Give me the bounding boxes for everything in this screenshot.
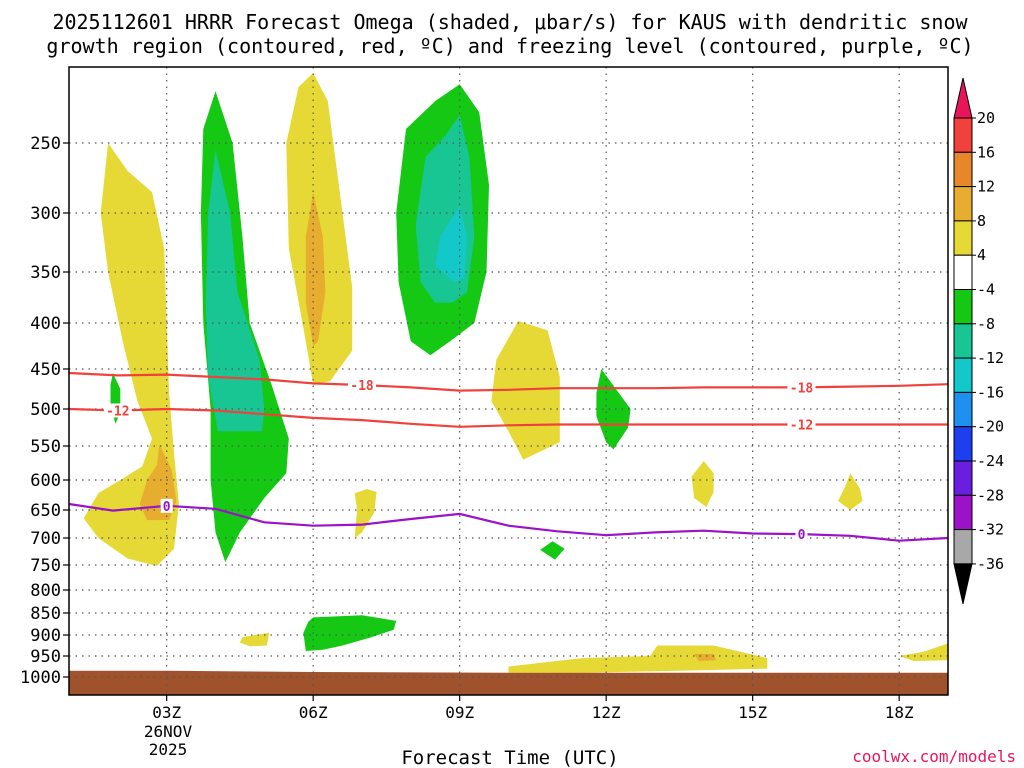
y-tick-label-750: 750 (30, 556, 61, 576)
y-tick-label-900: 900 (30, 626, 61, 646)
omega-region-18 (239, 632, 270, 647)
y-tick-label-1000: 1000 (20, 668, 61, 688)
colorbar-label-20: 20 (977, 109, 995, 127)
contour-freezing-label-bg (160, 498, 173, 513)
colorbar-band-11 (953, 460, 973, 496)
colorbar-band-7 (953, 323, 973, 359)
colorbar-label--12: -12 (977, 349, 1004, 367)
colorbar-band-2 (953, 151, 973, 188)
colorbar-bottom-cap (953, 563, 973, 605)
x-tick-label-18Z: 18Z (885, 703, 914, 722)
contour-freezing (69, 502, 948, 542)
contour-minus12-label-bg (787, 417, 816, 432)
y-tick-label-850: 850 (30, 604, 61, 624)
colorbar-label--24: -24 (977, 452, 1004, 470)
omega-region-17 (303, 615, 397, 651)
colorbar-band-6 (953, 289, 973, 325)
x-tick-label-12Z: 12Z (592, 703, 621, 722)
terrain-ground (69, 670, 948, 695)
y-tick-label-250: 250 (30, 134, 61, 154)
omega-region-14 (540, 541, 565, 560)
colorbar-label--16: -16 (977, 383, 1004, 401)
colorbar-label-8: 8 (977, 212, 986, 230)
y-tick-label-500: 500 (30, 400, 61, 420)
colorbar-label--36: -36 (977, 555, 1004, 573)
colorbar-band-13 (953, 529, 973, 565)
contour-minus18-label-bg (348, 378, 376, 392)
colorbar-band-1 (953, 117, 973, 153)
colorbar-label--8: -8 (977, 315, 995, 333)
colorbar-band-9 (953, 391, 973, 428)
contour-minus18-label: -18 (350, 379, 374, 394)
colorbar-band-3 (953, 186, 973, 222)
contour-minus18-label: -18 (790, 381, 814, 396)
x-tick-label-09Z: 09Z (445, 703, 474, 722)
omega-region-4 (305, 192, 326, 346)
y-axis-pressure: 2503003504004505005506006507007508008509… (20, 134, 69, 688)
contour-labels: -18 -18 -12 -12 0 0 (103, 378, 816, 543)
chart-title-line1: 2025112601 HRRR Forecast Omega (shaded, … (52, 10, 968, 34)
omega-region-12 (596, 369, 631, 450)
contour-minus12-label-bg (103, 403, 132, 418)
y-tick-label-450: 450 (30, 360, 61, 380)
y-tick-label-400: 400 (30, 314, 61, 334)
colorbar-label--32: -32 (977, 521, 1004, 539)
omega-region-16 (838, 473, 863, 510)
omega-region-15 (691, 461, 714, 507)
colorbar-label--4: -4 (977, 281, 995, 299)
colorbar-band-8 (953, 357, 973, 393)
colorbar-band-12 (953, 494, 973, 531)
colorbar-top-cap (953, 77, 973, 119)
x-tick-label-06Z: 06Z (299, 703, 328, 722)
y-tick-label-550: 550 (30, 437, 61, 457)
watermark: coolwx.com/models (852, 747, 1016, 766)
omega-region-11 (354, 489, 377, 538)
omega-region-21 (899, 643, 948, 661)
y-tick-label-950: 950 (30, 647, 61, 667)
x-axis-time: 03Z 06Z 09Z 12Z 15Z 18Z (152, 695, 914, 722)
omega-region-1 (83, 143, 179, 566)
date-label-day: 26NOV (144, 722, 193, 741)
x-axis-label: Forecast Time (UTC) (401, 747, 618, 768)
date-label-year: 2025 (149, 740, 188, 759)
colorbar-label-4: 4 (977, 246, 986, 264)
y-tick-label-650: 650 (30, 501, 61, 521)
colorbar-legend: 20 16 12 8 4 -4 -8 -12 -16 -20 -24 -28 -32 -36 (953, 77, 1004, 605)
plot-frame (68, 66, 949, 696)
y-tick-label-600: 600 (30, 471, 61, 491)
x-tick-label-15Z: 15Z (738, 703, 767, 722)
y-tick-label-700: 700 (30, 529, 61, 549)
x-tick-label-03Z: 03Z (152, 703, 181, 722)
colorbar-label--28: -28 (977, 486, 1004, 504)
omega-region-19 (508, 645, 768, 673)
colorbar-label-16: 16 (977, 143, 995, 161)
contour-minus12-label: -12 (106, 404, 129, 419)
colorbar-label-12: 12 (977, 178, 995, 196)
y-tick-label-350: 350 (30, 263, 61, 283)
omega-region-6 (205, 150, 265, 432)
colorbar-label--20: -20 (977, 418, 1004, 436)
chart-title-line2: growth region (contoured, red, ºC) and f… (46, 34, 973, 58)
contour-freezing-label-bg (795, 527, 808, 542)
omega-shading-layer (69, 73, 948, 695)
contour-freezing-label: 0 (798, 528, 806, 543)
contour-minus12-label: -12 (790, 419, 813, 434)
colorbar-band-4 (953, 220, 973, 256)
grid-lines (69, 67, 948, 695)
colorbar-band-5 (953, 254, 973, 290)
y-tick-label-300: 300 (30, 204, 61, 224)
contour-freezing-label: 0 (163, 500, 171, 515)
y-tick-label-800: 800 (30, 581, 61, 601)
colorbar-band-10 (953, 426, 973, 462)
contour-minus18-label-bg (787, 380, 816, 395)
